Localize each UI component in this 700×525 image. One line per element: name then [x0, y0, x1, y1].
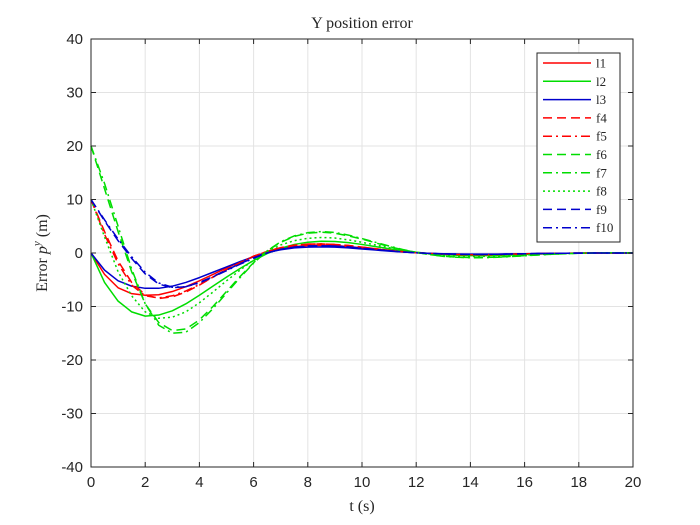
y-tick-label: 10	[66, 192, 83, 209]
x-axis-label: t (s)	[349, 498, 374, 515]
legend-label-f5: f5	[596, 129, 607, 144]
legend-label-f4: f4	[596, 110, 607, 125]
y-tick-label: 40	[66, 31, 83, 48]
x-tick-label: 18	[570, 474, 587, 491]
legend-items: l1 l2 l3 f4 f5 f6 f7 f8 f9 f10	[543, 56, 613, 235]
ticks: 0 2 4 6 8 10 12 14 16 18 20 -40 -30 -20 -10 0 10 20 30 40	[61, 31, 641, 491]
y-axis-label-prefix: Error	[34, 254, 51, 292]
y-axis-label: Error py (m)	[31, 214, 51, 292]
legend-label-f8: f8	[596, 184, 607, 199]
x-tick-label: 4	[195, 474, 203, 491]
series-layer	[90, 145, 634, 334]
x-tick-label: 0	[87, 474, 95, 491]
y-tick-label: 20	[66, 138, 83, 155]
legend-label-l3: l3	[596, 92, 606, 107]
legend-label-f7: f7	[596, 165, 607, 180]
x-tick-label: 10	[354, 474, 371, 491]
y-tick-label: 30	[66, 85, 83, 102]
series-line-f9	[90, 199, 633, 289]
y-axis-label-superscript: y	[31, 241, 43, 247]
legend-label-l2: l2	[596, 74, 606, 89]
legend-label-l1: l1	[596, 56, 606, 71]
legend-label-f6: f6	[596, 147, 607, 162]
y-tick-label: -30	[61, 406, 83, 423]
y-tick-label: -40	[61, 459, 83, 476]
legend-label-f10: f10	[596, 220, 613, 235]
legend: l1 l2 l3 f4 f5 f6 f7 f8 f9 f10	[536, 52, 621, 243]
chart-title: Y position error	[311, 15, 413, 32]
series-line-f10	[90, 199, 633, 288]
x-tick-label: 20	[625, 474, 642, 491]
x-tick-label: 14	[462, 474, 479, 491]
series-line-f7	[90, 145, 634, 334]
x-tick-label: 16	[516, 474, 533, 491]
x-tick-label: 12	[408, 474, 425, 491]
y-axis-label-variable: p	[34, 246, 51, 255]
y-tick-label: 0	[75, 245, 83, 262]
y-axis-label-suffix: (m)	[34, 214, 51, 241]
legend-label-f9: f9	[596, 202, 607, 217]
y-tick-label: -20	[61, 352, 83, 369]
series-line-f6	[90, 145, 634, 332]
x-tick-label: 8	[304, 474, 312, 491]
legend-box	[536, 52, 621, 243]
x-tick-label: 2	[141, 474, 149, 491]
y-tick-label: -10	[61, 299, 83, 316]
x-tick-label: 6	[249, 474, 257, 491]
